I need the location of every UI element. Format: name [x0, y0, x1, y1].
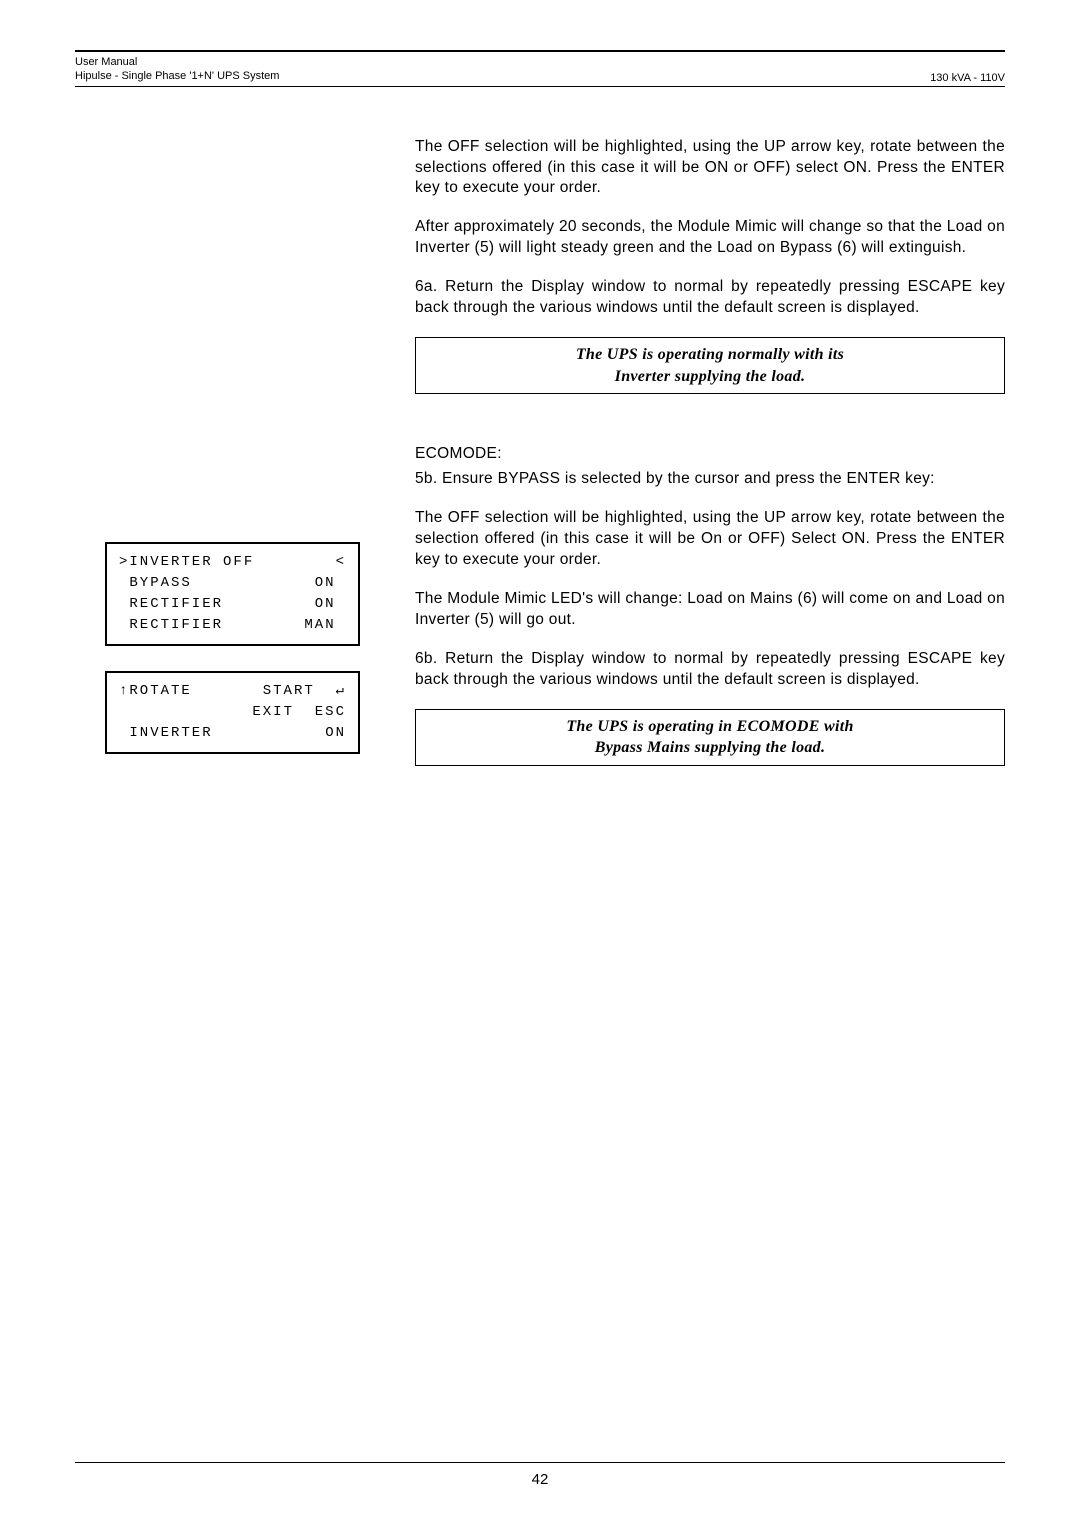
display-cell: ON [325, 723, 346, 744]
notice-line: Inverter supplying the load. [436, 366, 984, 388]
display-box-2: ↑ROTATE START ↵ EXIT ESC INVERTER ON [105, 671, 360, 754]
notice-box: The UPS is operating in ECOMODE with Byp… [415, 709, 1005, 766]
display-cell: RECTIFIER [119, 615, 223, 636]
display-cell: EXIT ESC [252, 702, 346, 723]
content-area: >INVERTER OFF < BYPASS ON RECTIFIER ON R… [75, 137, 1005, 784]
notice-line: The UPS is operating normally with its [436, 344, 984, 366]
notice-line: The UPS is operating in ECOMODE with [436, 716, 984, 738]
display-cell: START ↵ [263, 681, 346, 702]
notice-line: Bypass Mains supplying the load. [436, 737, 984, 759]
footer: 42 [75, 1462, 1005, 1488]
paragraph: 6a. Return the Display window to normal … [415, 277, 1005, 319]
display-cell: INVERTER [119, 723, 213, 744]
header-left: User Manual Hipulse - Single Phase '1+N'… [75, 55, 279, 84]
paragraph: 6b. Return the Display window to normal … [415, 649, 1005, 691]
display-cell: < [336, 552, 346, 573]
paragraph: The OFF selection will be highlighted, u… [415, 508, 1005, 571]
display-row: BYPASS ON [119, 573, 346, 594]
header-line1: User Manual [75, 55, 279, 69]
display-cell: MAN [304, 615, 346, 636]
spacer [75, 137, 385, 542]
display-row: ↑ROTATE START ↵ [119, 681, 346, 702]
display-cell: RECTIFIER [119, 594, 223, 615]
header-right: 130 kVA - 110V [930, 72, 1005, 84]
footer-line [75, 1462, 1005, 1463]
page-number: 42 [75, 1471, 1005, 1488]
display-cell: >INVERTER OFF [119, 552, 254, 573]
paragraph: 5b. Ensure BYPASS is selected by the cur… [415, 469, 1005, 490]
display-row: >INVERTER OFF < [119, 552, 346, 573]
display-cell: ON [315, 573, 346, 594]
header-top-line [75, 50, 1005, 52]
ecomode-header: ECOMODE: [415, 444, 1005, 465]
display-row: EXIT ESC [119, 702, 346, 723]
display-box-1: >INVERTER OFF < BYPASS ON RECTIFIER ON R… [105, 542, 360, 646]
paragraph: The Module Mimic LED's will change: Load… [415, 589, 1005, 631]
display-cell: BYPASS [119, 573, 192, 594]
display-row: RECTIFIER ON [119, 594, 346, 615]
display-cell: ON [315, 594, 346, 615]
display-cell: ↑ROTATE [119, 681, 192, 702]
left-column: >INVERTER OFF < BYPASS ON RECTIFIER ON R… [75, 137, 415, 784]
right-column: The OFF selection will be highlighted, u… [415, 137, 1005, 784]
paragraph: The OFF selection will be highlighted, u… [415, 137, 1005, 200]
header-row: User Manual Hipulse - Single Phase '1+N'… [75, 55, 1005, 87]
display-row: INVERTER ON [119, 723, 346, 744]
paragraph: After approximately 20 seconds, the Modu… [415, 217, 1005, 259]
header-line2: Hipulse - Single Phase '1+N' UPS System [75, 69, 279, 83]
display-row: RECTIFIER MAN [119, 615, 346, 636]
page-container: User Manual Hipulse - Single Phase '1+N'… [0, 0, 1080, 1528]
notice-box: The UPS is operating normally with its I… [415, 337, 1005, 394]
